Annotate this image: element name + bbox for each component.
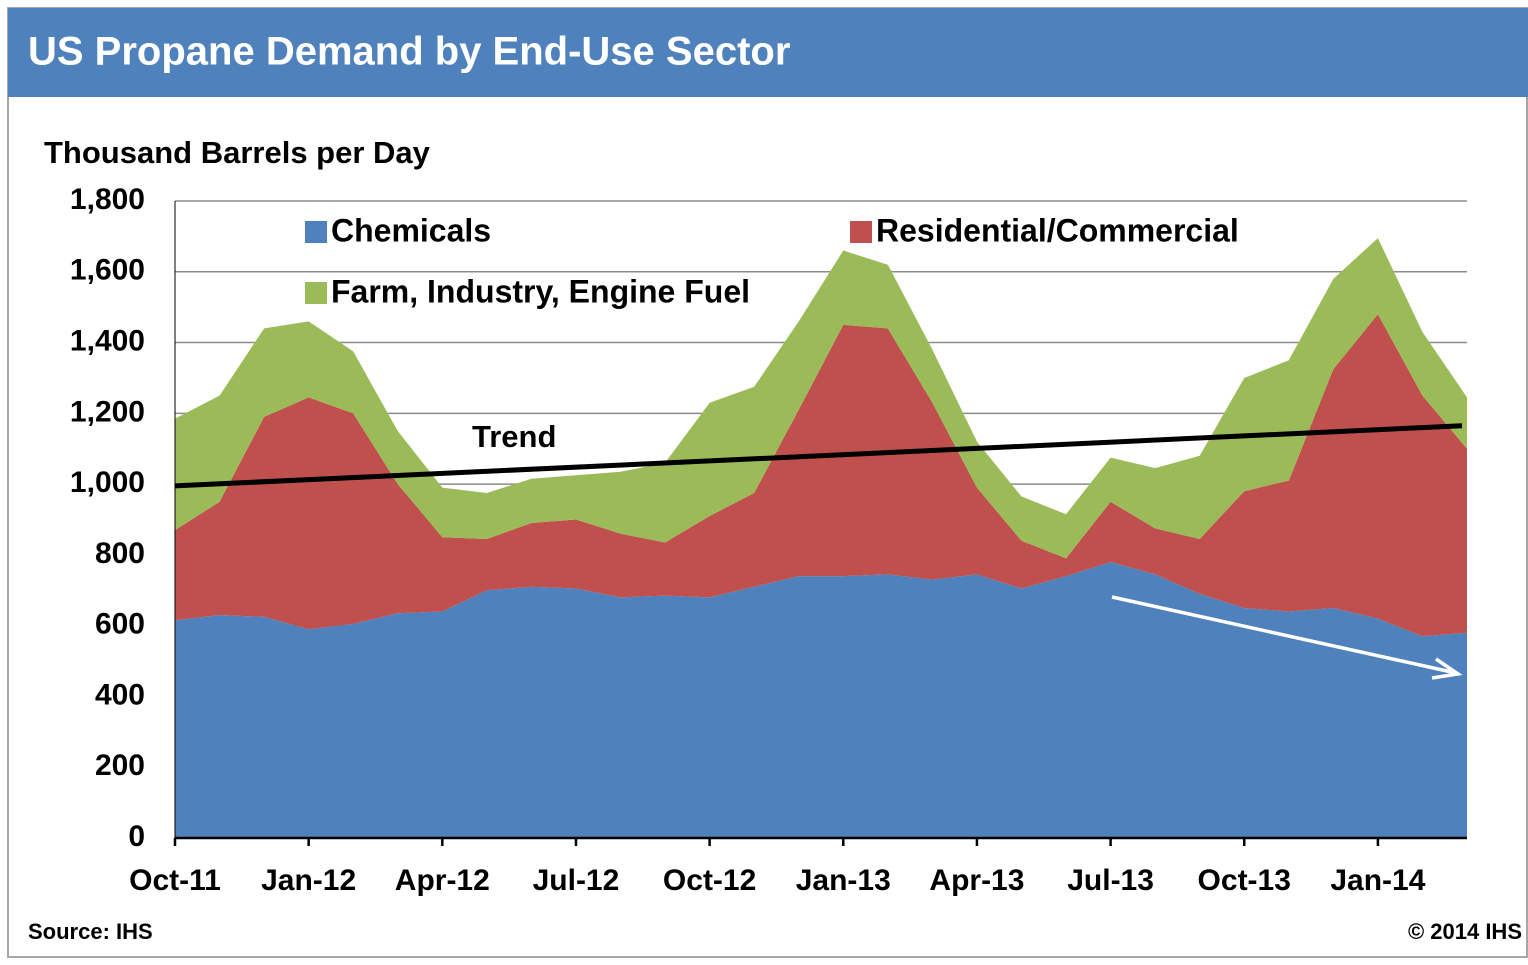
copyright: © 2014 IHS bbox=[1408, 919, 1522, 944]
y-tick-label: 1,600 bbox=[70, 254, 145, 287]
legend-swatch bbox=[305, 282, 327, 304]
x-tick-label: Apr-13 bbox=[929, 864, 1024, 897]
x-tick-label: Jan-12 bbox=[261, 864, 356, 897]
x-tick-label: Jan-13 bbox=[796, 864, 891, 897]
y-tick-label: 600 bbox=[95, 608, 145, 641]
x-tick-label: Jan-14 bbox=[1330, 864, 1425, 897]
area bbox=[175, 314, 1467, 637]
chart-title: US Propane Demand by End-Use Sector bbox=[28, 30, 790, 74]
x-tick-label: Oct-12 bbox=[663, 864, 756, 897]
y-tick-label: 1,200 bbox=[70, 395, 145, 428]
legend-label: Residential/Commercial bbox=[876, 212, 1239, 248]
x-tick-label: Jul-12 bbox=[533, 864, 620, 897]
source: Source: IHS bbox=[28, 919, 153, 944]
arrow-head bbox=[1431, 657, 1463, 680]
area bbox=[175, 238, 1467, 559]
legend-swatch bbox=[305, 221, 327, 243]
legend-label: Chemicals bbox=[331, 212, 491, 248]
trend-label: Trend bbox=[472, 419, 556, 454]
legend-swatch bbox=[850, 221, 872, 243]
legend-label: Farm, Industry, Engine Fuel bbox=[331, 273, 750, 309]
y-tick-label: 1,000 bbox=[70, 466, 145, 499]
y-tick-label: 200 bbox=[95, 749, 145, 782]
x-tick-label: Oct-11 bbox=[129, 864, 221, 897]
y-tick-label: 1,800 bbox=[70, 183, 145, 216]
area bbox=[175, 561, 1467, 838]
x-tick-label: Apr-12 bbox=[395, 864, 490, 897]
header bbox=[8, 8, 1528, 97]
arrow bbox=[1111, 595, 1457, 675]
y-tick-label: 400 bbox=[95, 678, 145, 711]
y-tick-label: 1,400 bbox=[70, 324, 145, 357]
y-tick-label: 0 bbox=[128, 820, 145, 853]
x-tick-label: Oct-13 bbox=[1198, 864, 1291, 897]
x-tick-label: Jul-13 bbox=[1067, 864, 1154, 897]
y-axis-label: Thousand Barrels per Day bbox=[44, 135, 431, 170]
y-tick-label: 800 bbox=[95, 537, 145, 570]
trend-line bbox=[174, 423, 1463, 489]
